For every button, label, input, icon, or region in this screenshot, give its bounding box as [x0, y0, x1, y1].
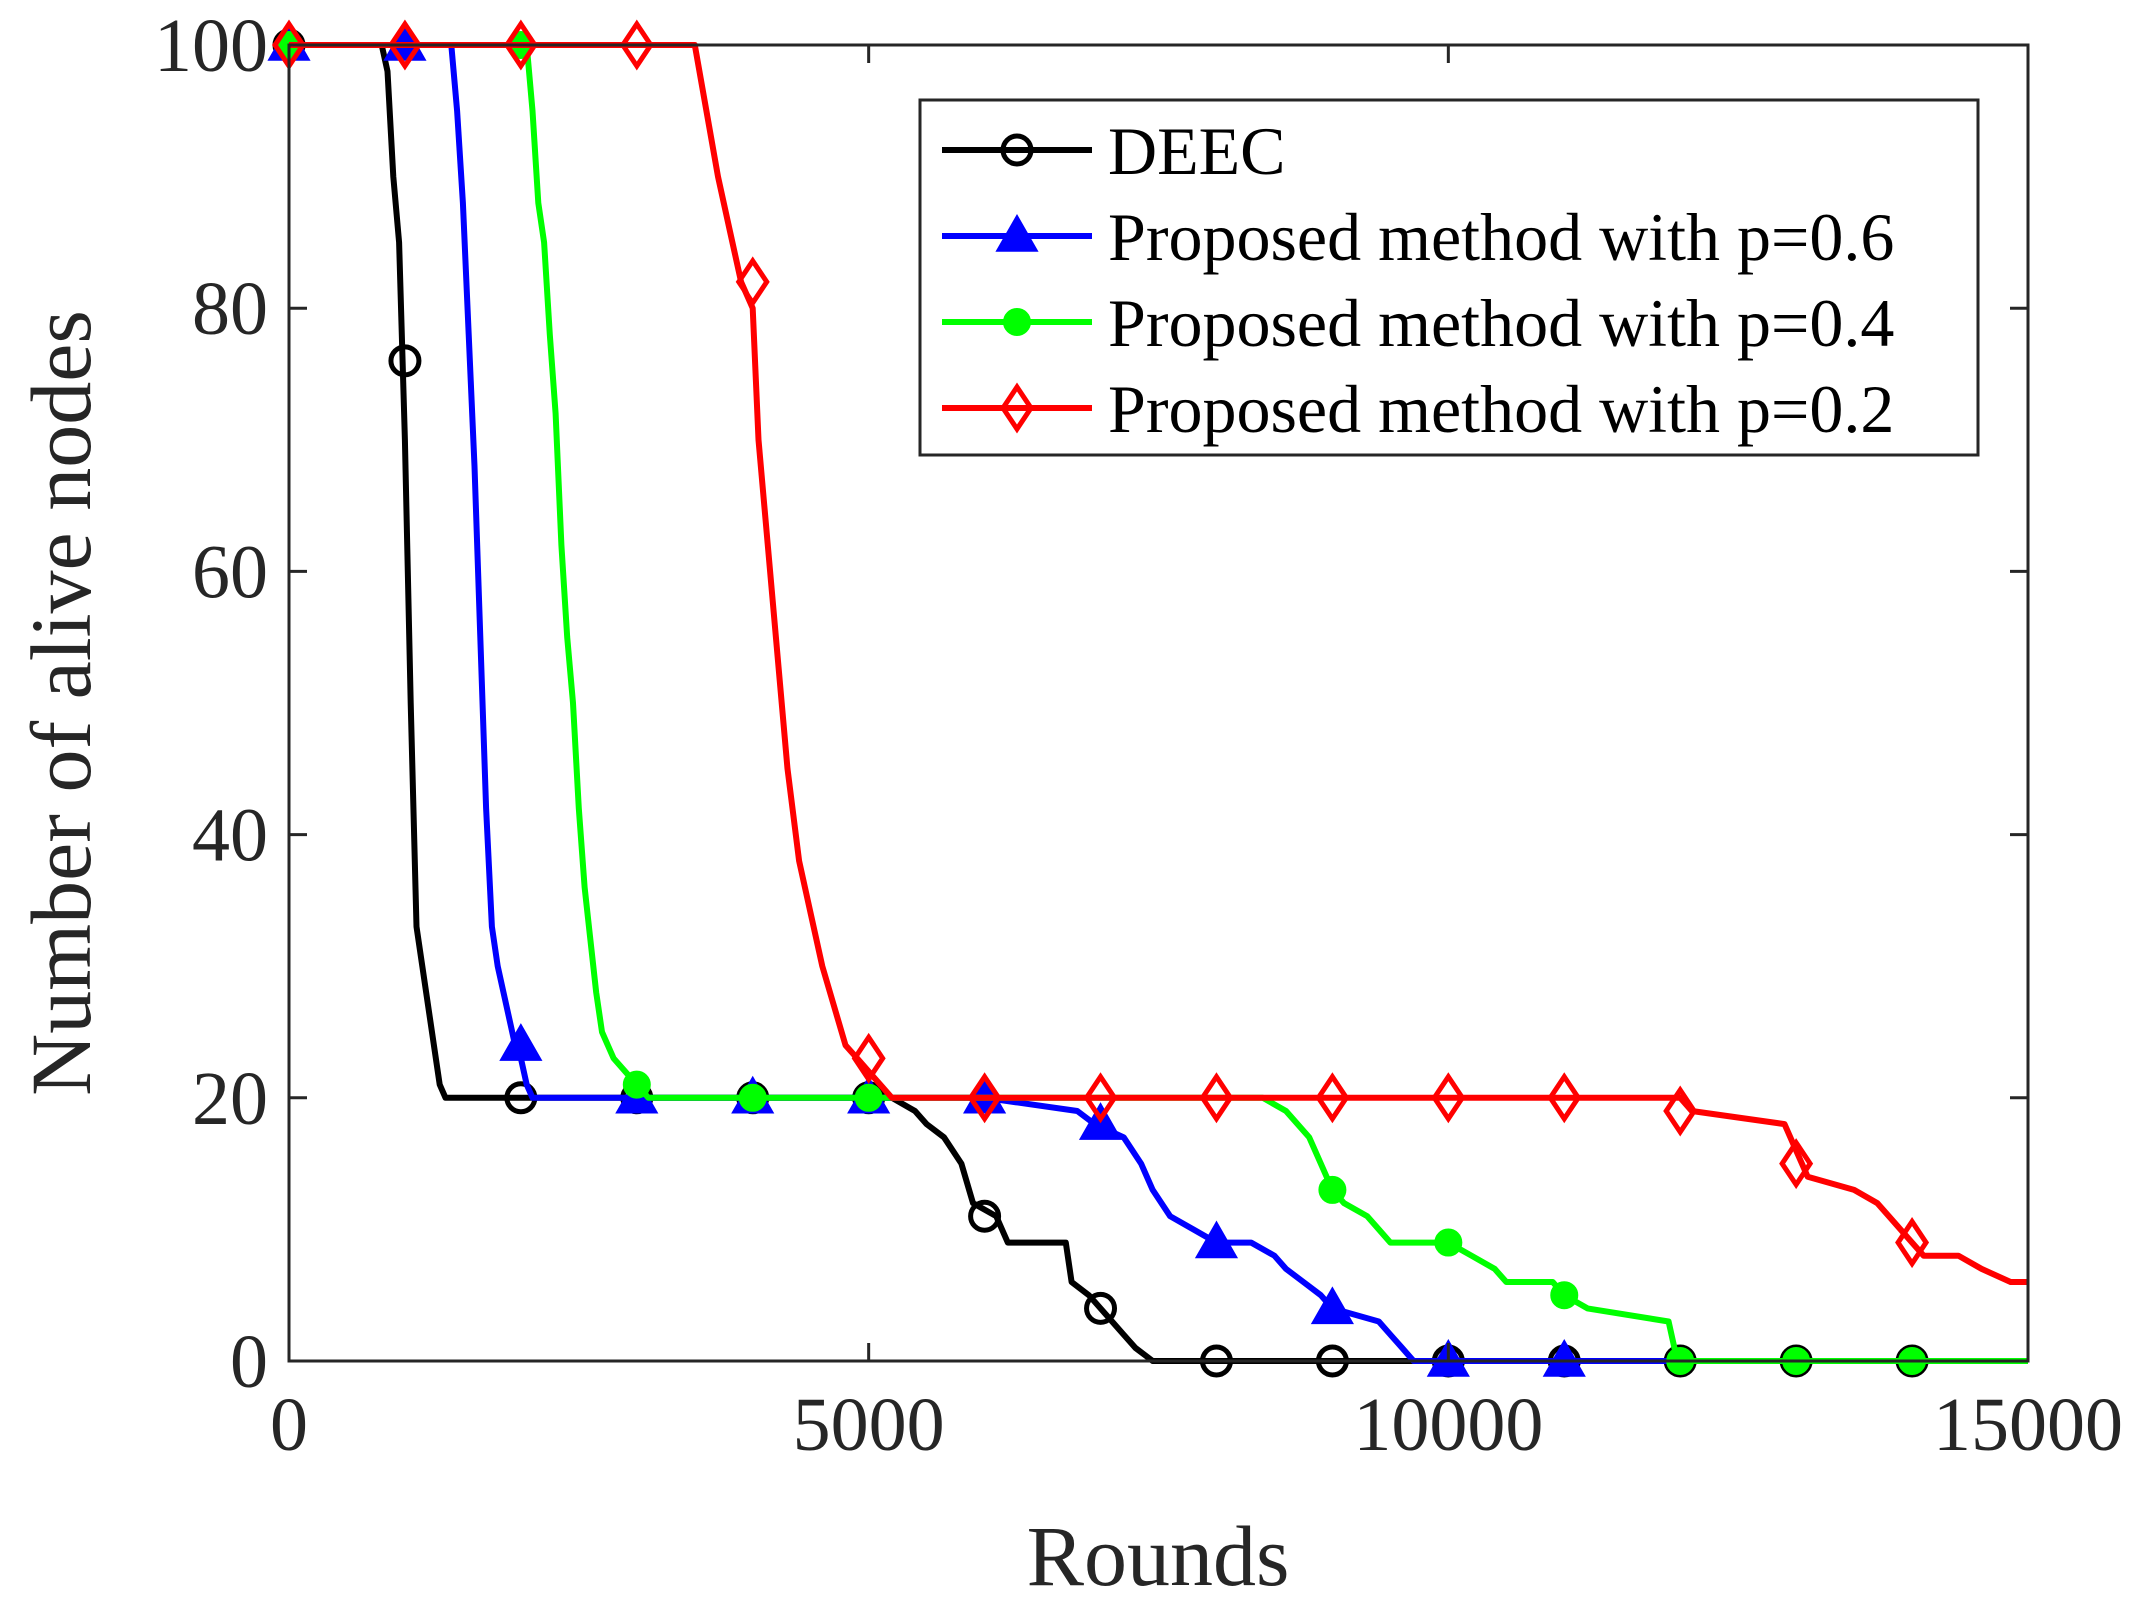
x-axis-label: Rounds	[1027, 1508, 1290, 1598]
series-marker	[1194, 1220, 1239, 1259]
y-tick-label: 20	[192, 1057, 268, 1141]
x-tick-label: 0	[270, 1383, 308, 1467]
y-tick-label: 0	[230, 1320, 268, 1404]
series-marker	[1547, 1072, 1582, 1124]
legend-box	[918, 98, 1980, 457]
legend: DEEC Proposed method with p=0.6 Proposed m…	[918, 98, 1980, 457]
legend-marker	[1000, 133, 1034, 167]
legend-item: Proposed method with p=0.4	[942, 285, 1894, 361]
legend-label: Proposed method with p=0.6	[1108, 199, 1894, 275]
series-marker	[1542, 1338, 1586, 1377]
series-marker	[854, 1083, 883, 1112]
y-tick-label: 80	[192, 267, 268, 351]
legend-marker	[1003, 308, 1031, 336]
series-marker	[1199, 1072, 1234, 1124]
x-tick-label: 10000	[1353, 1383, 1543, 1467]
series-marker	[1895, 1217, 1930, 1269]
series-marker	[619, 19, 654, 71]
series-marker	[499, 1023, 543, 1061]
series-marker	[968, 1199, 1002, 1233]
series-marker	[1083, 1072, 1118, 1124]
series-marker	[622, 1070, 651, 1099]
series-marker	[1310, 1286, 1354, 1325]
x-tick-label: 5000	[793, 1383, 945, 1467]
series-marker	[1431, 1072, 1466, 1124]
series-marker	[503, 19, 538, 71]
series-marker	[1315, 1072, 1350, 1124]
legend-label: Proposed method with p=0.2	[1108, 371, 1894, 447]
legend-item: DEEC	[942, 113, 1286, 189]
legend-marker	[999, 382, 1035, 434]
y-tick-label: 100	[154, 4, 268, 88]
series-marker	[1318, 1175, 1347, 1204]
x-tick-label: 15000	[1933, 1383, 2123, 1467]
series-marker	[1779, 1138, 1814, 1190]
legend-marker	[995, 213, 1039, 252]
series-marker	[967, 1072, 1002, 1124]
legend-label: Proposed method with p=0.4	[1108, 285, 1894, 361]
y-tick-label: 60	[192, 530, 268, 614]
axes-box	[287, 43, 2030, 1363]
series-marker	[1434, 1228, 1463, 1257]
series-marker	[387, 19, 422, 71]
series-marker	[851, 1032, 886, 1084]
y-tick-label: 40	[192, 794, 268, 878]
series-marker	[738, 1083, 767, 1112]
series-layer	[267, 19, 2028, 1378]
series-marker	[388, 344, 422, 378]
legend-label: DEEC	[1108, 113, 1286, 189]
tick-layer: 0 5000 10000 15000 0 20 40 60 80 100	[154, 4, 2123, 1467]
legend-item: Proposed method with p=0.2	[942, 371, 1894, 447]
series-marker	[1663, 1085, 1698, 1137]
y-axis-label: Number of alive nodes	[13, 310, 109, 1096]
series-marker	[735, 256, 770, 308]
series-marker	[1084, 1291, 1118, 1325]
series-marker	[1550, 1281, 1579, 1310]
legend-item: Proposed method with p=0.6	[942, 199, 1894, 275]
series-line	[289, 42, 2028, 1364]
